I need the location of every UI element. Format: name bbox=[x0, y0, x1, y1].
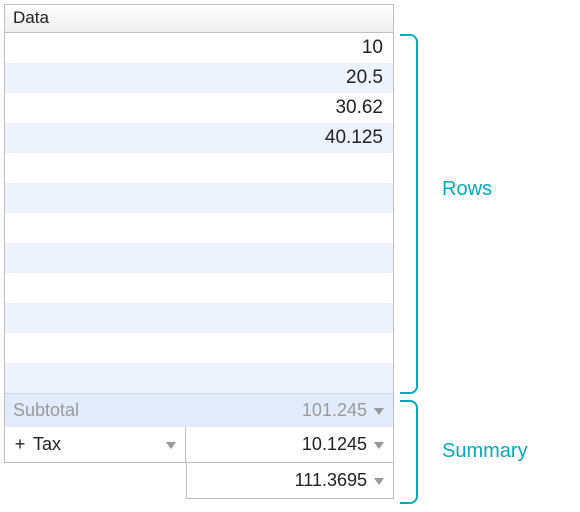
chevron-down-icon[interactable] bbox=[371, 434, 387, 455]
table-row[interactable]: 30.62 bbox=[5, 93, 393, 123]
chevron-down-icon[interactable] bbox=[163, 434, 179, 455]
plus-icon: + bbox=[13, 434, 27, 455]
table-row[interactable] bbox=[5, 243, 393, 273]
column-header[interactable]: Data bbox=[5, 5, 393, 33]
table-row[interactable] bbox=[5, 333, 393, 363]
table-row[interactable]: 10 bbox=[5, 33, 393, 63]
subtotal-row[interactable]: Subtotal 101.245 bbox=[5, 393, 393, 427]
tax-value-cell[interactable]: 10.1245 bbox=[186, 427, 394, 463]
subtotal-value: 101.245 bbox=[79, 400, 371, 421]
column-header-label: Data bbox=[13, 8, 49, 27]
table-row[interactable]: 40.125 bbox=[5, 123, 393, 153]
table-row[interactable] bbox=[5, 183, 393, 213]
total-cell[interactable]: 111.3695 bbox=[186, 463, 394, 499]
chevron-down-icon[interactable] bbox=[371, 470, 387, 491]
table-row[interactable]: 20.5 bbox=[5, 63, 393, 93]
table-body: 10 20.5 30.62 40.125 bbox=[5, 33, 393, 393]
bracket-summary bbox=[400, 400, 418, 504]
tax-label: Tax bbox=[33, 434, 163, 455]
subtotal-label: Subtotal bbox=[13, 400, 79, 421]
chevron-down-icon[interactable] bbox=[371, 400, 387, 421]
cell-value: 10 bbox=[362, 37, 383, 58]
total-value: 111.3695 bbox=[195, 470, 371, 491]
cell-value: 40.125 bbox=[325, 127, 383, 148]
bracket-rows bbox=[400, 34, 418, 394]
annotation-rows: Rows bbox=[442, 178, 492, 201]
cell-value: 30.62 bbox=[335, 97, 383, 118]
tax-label-cell[interactable]: + Tax bbox=[4, 427, 186, 463]
tax-value: 10.1245 bbox=[194, 434, 371, 455]
table-row[interactable] bbox=[5, 213, 393, 243]
summary-area: + Tax 10.1245 111.3695 bbox=[4, 427, 394, 499]
annotation-summary: Summary bbox=[442, 440, 528, 463]
table-row[interactable] bbox=[5, 153, 393, 183]
table-row[interactable] bbox=[5, 273, 393, 303]
table-row[interactable] bbox=[5, 303, 393, 333]
table-row[interactable] bbox=[5, 363, 393, 393]
cell-value: 20.5 bbox=[346, 67, 383, 88]
data-table: Data 10 20.5 30.62 40.125 Subtotal 101.2… bbox=[4, 4, 394, 427]
